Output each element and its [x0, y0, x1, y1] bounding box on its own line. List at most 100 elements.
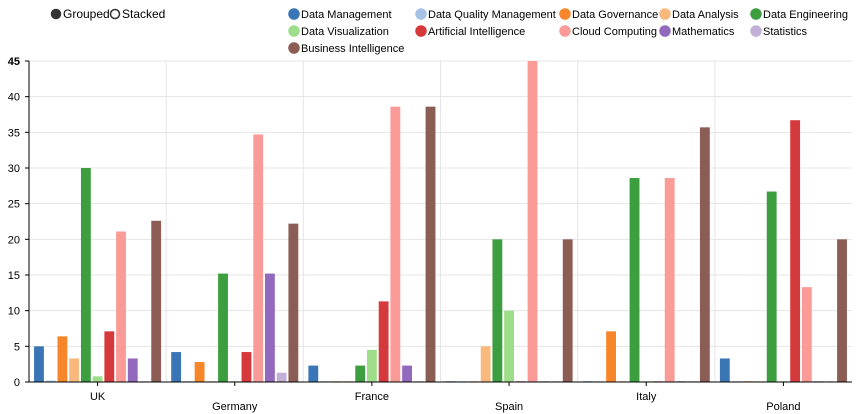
legend-swatch-icon[interactable]: [415, 25, 427, 37]
mode-option-grouped[interactable]: Grouped: [50, 7, 110, 21]
bar-data-analysis-spain[interactable]: [480, 346, 491, 382]
x-tick-label: UK: [90, 391, 106, 403]
legend-item-statistics[interactable]: Statistics: [750, 25, 808, 38]
y-tick-label: 40: [8, 92, 20, 104]
legend-item-data-governance[interactable]: Data Governance: [559, 8, 658, 21]
bar-cloud-computing-italy[interactable]: [664, 177, 675, 382]
chart-axes: 0 5 10 15 20 25 30 35 40 45 UK Germany France Spain It…: [8, 56, 852, 413]
legend-item-artificial-intelligence[interactable]: Artificial Intelligence: [415, 25, 525, 38]
y-tick-label: 0: [14, 377, 20, 389]
radio-selected-icon[interactable]: [50, 8, 62, 20]
legend-item-data-visualization[interactable]: Data Visualization: [288, 25, 389, 38]
chart-grid: [29, 60, 852, 382]
legend-label: Data Governance: [572, 9, 658, 21]
legend-item-cloud-computing[interactable]: Cloud Computing: [559, 25, 657, 38]
bar-data-governance-uk[interactable]: [57, 336, 68, 382]
bar-cloud-computing-spain[interactable]: [527, 61, 538, 382]
chart-legend: Data Management Data Quality Management Da…: [288, 8, 848, 55]
legend-item-data-engineering[interactable]: Data Engineering: [750, 8, 848, 21]
legend-swatch-icon[interactable]: [288, 8, 300, 20]
bar-group-france: [308, 106, 436, 383]
bar-mathematics-germany[interactable]: [264, 273, 275, 382]
bar-group-germany: [171, 134, 299, 382]
bar-data-governance-germany[interactable]: [194, 362, 205, 382]
y-tick-label: 10: [8, 306, 20, 318]
legend-item-business-intelligence[interactable]: Business Intelligence: [288, 42, 404, 55]
bar-artificial-intelligence-uk[interactable]: [104, 331, 115, 382]
legend-swatch-icon[interactable]: [659, 8, 671, 20]
legend-item-data-analysis[interactable]: Data Analysis: [659, 8, 739, 21]
y-tick-label: 30: [8, 163, 20, 175]
bar-data-governance-italy[interactable]: [606, 331, 617, 382]
bar-data-management-france[interactable]: [308, 365, 319, 382]
bar-data-engineering-italy[interactable]: [629, 177, 640, 382]
bar-artificial-intelligence-france[interactable]: [378, 301, 389, 382]
legend-label: Data Engineering: [763, 9, 848, 21]
legend-label: Mathematics: [672, 26, 735, 38]
y-tick-label: 45: [8, 56, 20, 68]
legend-swatch-icon[interactable]: [559, 25, 571, 37]
bar-data-management-germany[interactable]: [171, 352, 182, 382]
bar-cloud-computing-uk[interactable]: [116, 231, 126, 382]
mode-option-stacked[interactable]: Stacked: [109, 7, 166, 21]
bar-data-quality-management-uk[interactable]: [45, 380, 56, 382]
bar-cloud-computing-france[interactable]: [390, 106, 401, 383]
bar-group-uk: [34, 168, 162, 382]
x-tick-label: Germany: [212, 401, 258, 413]
legend-item-data-quality-management[interactable]: Data Quality Management: [415, 8, 556, 21]
bar-data-engineering-uk[interactable]: [80, 168, 91, 382]
legend-swatch-icon[interactable]: [288, 25, 300, 37]
legend-swatch-icon[interactable]: [288, 42, 300, 54]
legend-swatch-icon[interactable]: [415, 8, 427, 20]
chart-bars: [34, 61, 847, 383]
radio-unselected-icon[interactable]: [109, 8, 121, 20]
bar-data-engineering-poland[interactable]: [766, 191, 777, 382]
bar-data-visualization-spain[interactable]: [504, 310, 515, 382]
y-tick-label: 35: [8, 127, 20, 139]
legend-label: Artificial Intelligence: [428, 26, 525, 38]
bar-data-engineering-germany[interactable]: [218, 273, 228, 382]
bar-cloud-computing-poland[interactable]: [801, 287, 812, 382]
bar-business-intelligence-germany[interactable]: [288, 223, 299, 382]
x-tick-label: Italy: [636, 391, 657, 403]
bar-artificial-intelligence-germany[interactable]: [241, 352, 252, 382]
legend-label: Data Quality Management: [428, 9, 556, 21]
bar-cloud-computing-germany[interactable]: [253, 134, 264, 382]
bar-mathematics-france[interactable]: [402, 365, 413, 382]
legend-swatch-icon[interactable]: [559, 8, 571, 20]
legend-label: Business Intelligence: [301, 43, 404, 55]
bar-mathematics-uk[interactable]: [127, 358, 138, 382]
bar-data-management-uk[interactable]: [34, 346, 44, 382]
y-tick-label: 5: [14, 341, 20, 353]
y-tick-label: 20: [8, 234, 20, 246]
legend-item-mathematics[interactable]: Mathematics: [659, 25, 735, 38]
bar-business-intelligence-france[interactable]: [425, 106, 436, 383]
bar-artificial-intelligence-poland[interactable]: [790, 120, 801, 382]
bar-business-intelligence-spain[interactable]: [562, 239, 573, 382]
mode-option-label: Stacked: [122, 7, 165, 21]
bar-data-engineering-france[interactable]: [355, 365, 366, 382]
x-tick-label: Poland: [766, 401, 800, 413]
legend-swatch-icon[interactable]: [750, 25, 762, 37]
bar-data-management-poland[interactable]: [719, 358, 730, 382]
legend-item-data-management[interactable]: Data Management: [288, 8, 392, 21]
bar-business-intelligence-italy[interactable]: [699, 127, 710, 382]
bar-data-analysis-uk[interactable]: [69, 358, 80, 382]
bar-data-engineering-spain[interactable]: [492, 239, 503, 382]
bar-business-intelligence-uk[interactable]: [151, 220, 162, 382]
legend-label: Data Visualization: [301, 26, 389, 38]
bar-data-visualization-uk[interactable]: [92, 376, 103, 382]
legend-label: Cloud Computing: [572, 26, 657, 38]
bar-statistics-germany[interactable]: [276, 372, 287, 382]
bar-group-italy: [582, 127, 710, 382]
legend-swatch-icon[interactable]: [659, 25, 671, 37]
legend-swatch-icon[interactable]: [750, 8, 762, 20]
bar-business-intelligence-poland[interactable]: [837, 239, 847, 382]
bar-group-spain: [445, 61, 573, 382]
legend-label: Statistics: [763, 26, 808, 38]
bar-data-visualization-france[interactable]: [366, 349, 377, 382]
legend-label: Data Analysis: [672, 9, 739, 21]
y-tick-label: 25: [8, 199, 20, 211]
chart-mode-controls: Grouped Stacked: [50, 7, 166, 21]
